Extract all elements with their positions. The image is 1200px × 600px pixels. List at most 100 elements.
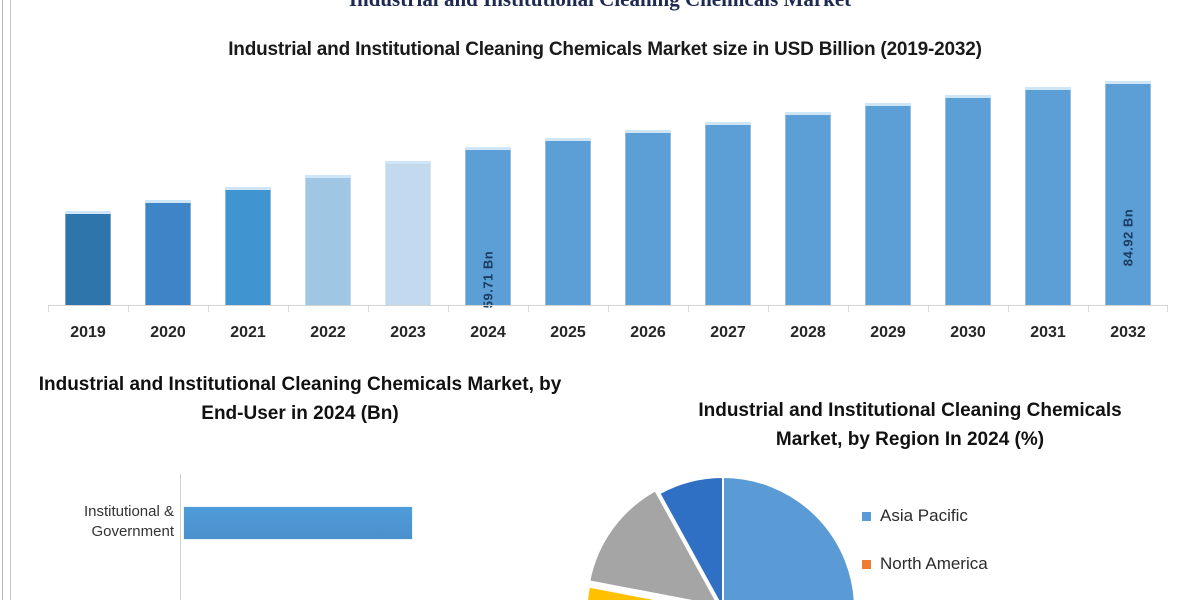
end-user-bar-chart: Industrial and Institutional Cleaning Ch… xyxy=(0,362,600,600)
x-tick xyxy=(688,306,768,312)
bar-slot xyxy=(688,56,768,306)
x-tick xyxy=(48,306,128,312)
region-chart-title: Industrial and Institutional Cleaning Ch… xyxy=(698,400,1122,450)
bar-slot xyxy=(368,56,448,306)
bar-2019[interactable] xyxy=(65,211,111,306)
end-user-category-label: Institutional & Government xyxy=(22,502,182,542)
bar-2031[interactable] xyxy=(1025,87,1071,306)
x-axis-label-2020: 2020 xyxy=(150,324,186,341)
bar-cap xyxy=(865,103,911,107)
x-tick xyxy=(528,306,608,312)
bar-cap xyxy=(1025,87,1071,91)
pie-slice-middle-east-africa[interactable] xyxy=(658,475,724,600)
pie-slice-asia-pacific[interactable] xyxy=(722,475,856,600)
bar-2022[interactable] xyxy=(305,174,351,306)
x-axis-label-2025: 2025 xyxy=(550,324,586,341)
bar-slot xyxy=(288,56,368,306)
bar-2024[interactable]: 59.71 Bn xyxy=(465,146,511,309)
bar-chart-x-axis-labels: 2019 2020 2021 2022 2023 2024 2025 2026 2027 2028… xyxy=(48,324,1168,350)
legend-swatch-icon xyxy=(862,511,871,521)
bar-chart-x-axis xyxy=(48,305,1168,306)
bar-chart-plot-area: 59.71 Bn 84.92 Bn xyxy=(48,46,1168,312)
bar-cap xyxy=(385,161,431,165)
bar-slot xyxy=(48,56,128,306)
x-tick xyxy=(208,306,288,312)
end-user-chart-title: Industrial and Institutional Cleaning Ch… xyxy=(38,374,562,424)
x-tick xyxy=(1008,306,1088,312)
x-tick xyxy=(1088,306,1168,312)
legend-item[interactable]: North America xyxy=(862,540,1192,588)
bar-slot xyxy=(208,56,288,306)
x-axis-label-2021: 2021 xyxy=(230,324,266,341)
bar-slot xyxy=(768,56,848,306)
bar-2023[interactable] xyxy=(385,161,431,306)
pie-svg xyxy=(588,475,856,600)
bar-cap xyxy=(465,146,511,150)
bar-2021[interactable] xyxy=(225,187,271,306)
bar-cap xyxy=(545,138,591,142)
bar-2026[interactable] xyxy=(625,129,671,306)
x-axis-label-2024: 2024 xyxy=(470,324,506,341)
report-main-title: Industrial and Institutional Cleaning Ch… xyxy=(0,0,1200,13)
end-user-y-axis xyxy=(180,474,181,600)
bar-cap xyxy=(1105,80,1151,84)
bar-slot xyxy=(128,56,208,306)
x-tick xyxy=(288,306,368,312)
x-tick xyxy=(928,306,1008,312)
bar-2030[interactable] xyxy=(945,94,991,306)
region-pie-graphic xyxy=(588,474,858,600)
x-axis-label-2019: 2019 xyxy=(70,324,106,341)
x-axis-label-2026: 2026 xyxy=(630,324,666,341)
legend-swatch-icon xyxy=(862,559,871,569)
bar-2020[interactable] xyxy=(145,199,191,306)
region-pie-chart: Industrial and Institutional Cleaning Ch… xyxy=(580,392,1200,600)
bar-slot xyxy=(928,56,1008,306)
bar-cap xyxy=(705,121,751,125)
x-tick xyxy=(448,306,528,312)
x-tick xyxy=(128,306,208,312)
bar-2025[interactable] xyxy=(545,138,591,306)
market-size-bar-chart: Industrial and Institutional Cleaning Ch… xyxy=(0,24,1200,354)
x-axis-label-2022: 2022 xyxy=(310,324,346,341)
bar-cap xyxy=(625,129,671,133)
bar-chart-x-ticks xyxy=(48,306,1168,312)
bar-2028[interactable] xyxy=(785,112,831,306)
bar-slot xyxy=(608,56,688,306)
bar-2029[interactable] xyxy=(865,103,911,306)
legend-label: Asia Pacific xyxy=(880,506,968,525)
end-user-bar-row: Institutional & Government xyxy=(22,492,582,552)
region-pie-legend: Asia Pacific North America xyxy=(862,492,1192,588)
bar-cap xyxy=(305,174,351,178)
x-axis-label-2030: 2030 xyxy=(950,324,986,341)
bar-slot xyxy=(528,56,608,306)
bar-slot xyxy=(848,56,928,306)
bar-2032[interactable]: 84.92 Bn xyxy=(1105,80,1151,306)
x-axis-label-2031: 2031 xyxy=(1030,324,1066,341)
x-axis-label-2028: 2028 xyxy=(790,324,826,341)
end-user-category-label-line2: Government xyxy=(91,523,174,540)
bar-2027[interactable] xyxy=(705,121,751,306)
x-tick xyxy=(768,306,848,312)
end-user-plot-area: Institutional & Government xyxy=(22,474,582,600)
bar-slot: 84.92 Bn xyxy=(1088,56,1168,306)
bar-cap xyxy=(145,199,191,203)
legend-item[interactable]: Asia Pacific xyxy=(862,492,1192,540)
bar-slot xyxy=(1008,56,1088,306)
x-tick xyxy=(848,306,928,312)
pie-slice-europe[interactable] xyxy=(588,585,719,600)
x-axis-label-2023: 2023 xyxy=(390,324,426,341)
page-left-border-outer xyxy=(2,0,3,600)
end-user-bar-track xyxy=(182,492,582,552)
bar-cap xyxy=(65,211,111,215)
x-axis-label-2032: 2032 xyxy=(1110,324,1146,341)
bar-cap xyxy=(945,94,991,98)
bar-value-label-2024: 59.71 Bn xyxy=(480,250,496,309)
x-tick xyxy=(608,306,688,312)
pie-slice-latin-america[interactable] xyxy=(588,489,719,600)
legend-label: North America xyxy=(880,554,988,573)
end-user-category-label-line1: Institutional & xyxy=(83,503,174,520)
page-left-border-inner xyxy=(10,0,11,600)
x-tick xyxy=(368,306,448,312)
bar-slot: 59.71 Bn xyxy=(448,56,528,309)
